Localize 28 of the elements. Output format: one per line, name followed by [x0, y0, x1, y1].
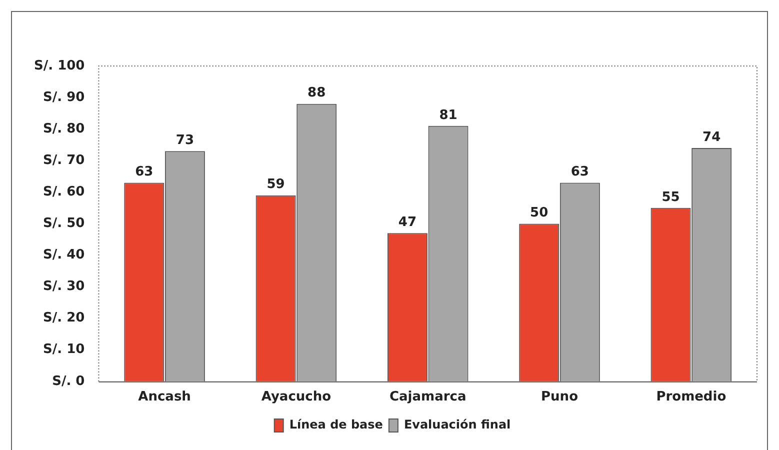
y-tick-label: S/. 50	[43, 216, 85, 232]
y-tick-label: S/. 40	[43, 248, 85, 263]
x-tick-label: Promedio	[656, 390, 726, 405]
data-label: 55	[662, 190, 680, 205]
data-label: 63	[135, 164, 154, 180]
x-tick-label: Ancash	[138, 390, 191, 405]
data-label: 88	[308, 86, 326, 101]
y-tick-label: S/. 70	[43, 152, 85, 168]
y-tick-label: S/. 80	[43, 121, 85, 136]
data-label: 63	[570, 164, 589, 180]
x-tick-label: Puno	[541, 390, 578, 405]
data-label: 59	[266, 177, 285, 192]
y-tick-label: S/. 20	[43, 310, 85, 326]
legend-label: Línea de base	[289, 418, 383, 432]
legend-label: Evaluación final	[404, 418, 511, 432]
data-label: 50	[530, 206, 548, 221]
y-tick-label: S/. 30	[43, 279, 85, 294]
y-tick-label: S/. 90	[43, 90, 85, 105]
data-label: 73	[176, 133, 194, 148]
y-tick-label: S/. 100	[34, 58, 85, 74]
y-tick-label: S/. 0	[52, 374, 85, 389]
data-label: 74	[702, 130, 721, 145]
data-label: 47	[398, 215, 416, 230]
y-tick-label: S/. 60	[43, 184, 85, 200]
y-tick-label: S/. 10	[43, 342, 85, 358]
x-tick-label: Ayacucho	[261, 390, 332, 405]
data-label: 81	[439, 108, 458, 123]
x-tick-label: Cajamarca	[389, 390, 466, 405]
